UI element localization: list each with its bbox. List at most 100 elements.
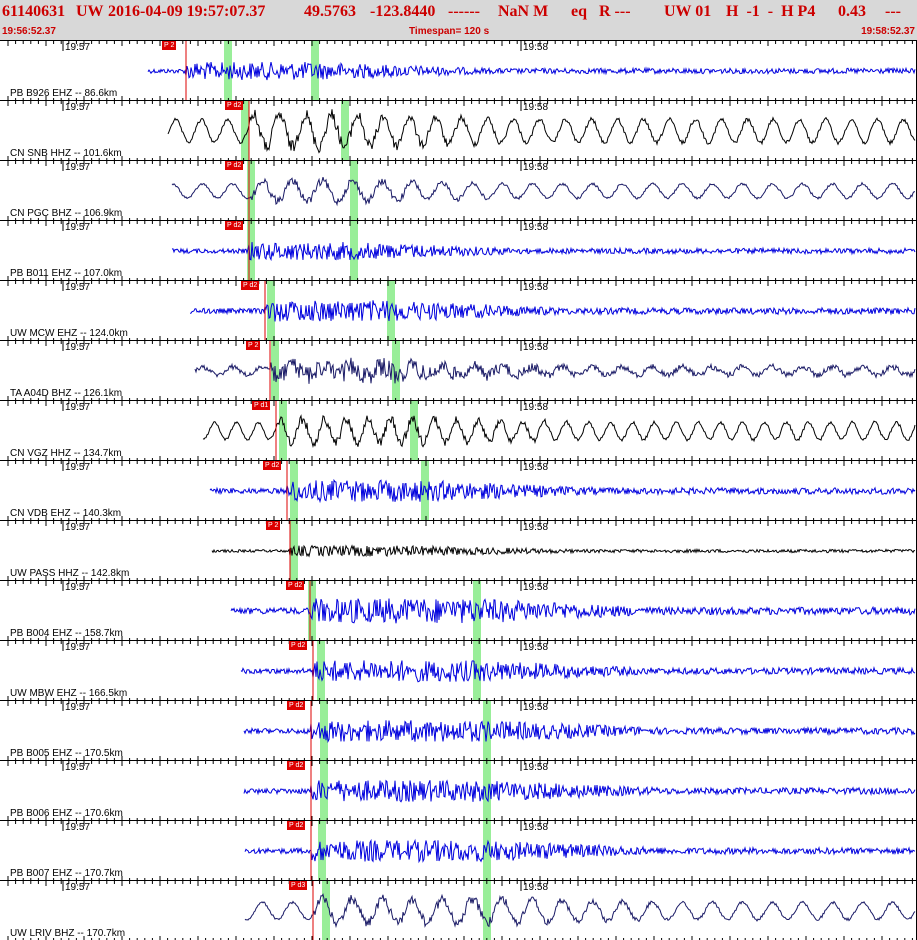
timespan-label: Timespan= 120 s bbox=[409, 26, 490, 37]
minute-label: 19:57 bbox=[65, 42, 91, 53]
minute-label: 19:58 bbox=[523, 42, 549, 53]
phase-pick-label[interactable]: P 2 bbox=[266, 521, 281, 530]
phase-pick-label[interactable]: P d2 bbox=[287, 821, 306, 830]
trace-panel[interactable]: 19:57 19:58 P 2 TA A04D BHZ -- 126.1km bbox=[0, 340, 917, 400]
phase-window-marker[interactable] bbox=[473, 581, 481, 640]
trace-canvas bbox=[7, 101, 916, 160]
phase-pick-label[interactable]: P 2 bbox=[246, 341, 261, 350]
phase-pick-label[interactable]: P d2 bbox=[241, 281, 260, 290]
minute-label: 19:58 bbox=[523, 702, 549, 713]
trace-panel[interactable]: 19:57 19:58 P d2 PB B007 EHZ -- 170.7km bbox=[0, 820, 917, 880]
phase-window-marker[interactable] bbox=[322, 881, 330, 940]
minute-label: 19:57 bbox=[65, 222, 91, 233]
trace-panel[interactable]: 19:57 19:58 P d2 PB B004 EHZ -- 158.7km bbox=[0, 580, 917, 640]
minute-label: 19:58 bbox=[523, 162, 549, 173]
minute-label: 19:57 bbox=[65, 882, 91, 893]
phase-pick-label[interactable]: P d2 bbox=[287, 701, 306, 710]
phase-pick-label[interactable]: P d2 bbox=[263, 461, 282, 470]
phase-pick-label[interactable]: P d2 bbox=[289, 641, 308, 650]
phase-pick-label[interactable]: P d2 bbox=[225, 221, 244, 230]
phase-window-marker[interactable] bbox=[483, 821, 491, 880]
phase-window-marker[interactable] bbox=[421, 461, 429, 520]
waveform-trace bbox=[171, 176, 915, 207]
trace-canvas bbox=[7, 341, 916, 400]
trace-canvas bbox=[7, 461, 916, 520]
waveform-trace bbox=[194, 357, 916, 384]
minute-label: 19:58 bbox=[523, 102, 549, 113]
trace-panel[interactable]: 19:57 19:58 P d3 UW LRIV BHZ -- 170.7km bbox=[0, 880, 917, 940]
trace-panel[interactable]: 19:57 19:58 P d2 UW MBW EHZ -- 166.5km bbox=[0, 640, 917, 700]
phase-window-marker[interactable] bbox=[341, 101, 349, 160]
phase-pick-label[interactable]: P d3 bbox=[289, 881, 308, 890]
phase-pick-label[interactable]: P d1 bbox=[252, 401, 271, 410]
phase-window-marker[interactable] bbox=[387, 281, 395, 340]
station-label: CN PGC BHZ -- 106.9km bbox=[10, 208, 123, 219]
waveform-trace bbox=[243, 779, 916, 803]
phase-pick-label[interactable]: P d2 bbox=[225, 161, 244, 170]
station-label: UW MBW EHZ -- 166.5km bbox=[10, 688, 128, 699]
trace-panel[interactable]: 19:57 19:58 P d2 CN PGC BHZ -- 106.9km bbox=[0, 160, 917, 220]
event-lon: -123.8440 bbox=[370, 3, 436, 20]
phase-window-marker[interactable] bbox=[317, 641, 325, 700]
phase-window-marker[interactable] bbox=[308, 581, 316, 640]
phase-pick-label[interactable]: P d2 bbox=[286, 581, 305, 590]
trace-panel[interactable]: 19:57 19:58 P d2 PB B005 EHZ -- 170.5km bbox=[0, 700, 917, 760]
phase-window-marker[interactable] bbox=[410, 401, 418, 460]
phase-window-marker[interactable] bbox=[320, 701, 328, 760]
station-label: PB B005 EHZ -- 170.5km bbox=[10, 748, 123, 759]
phase-window-marker[interactable] bbox=[350, 161, 358, 220]
phase-window-marker[interactable] bbox=[483, 761, 491, 820]
trace-canvas bbox=[7, 761, 916, 820]
phase-window-marker[interactable] bbox=[247, 161, 255, 220]
event-lat: 49.5763 bbox=[304, 3, 356, 20]
event-network: UW bbox=[76, 3, 104, 20]
magnitude: NaN M bbox=[498, 3, 549, 20]
waveform-trace bbox=[240, 660, 916, 683]
trace-panel[interactable]: 19:57 19:58 P d2 UW MCW EHZ -- 124.0km bbox=[0, 280, 917, 340]
trace-panel[interactable]: 19:57 19:58 P d1 CN VGZ HHZ -- 134.7km bbox=[0, 400, 917, 460]
phase-window-marker[interactable] bbox=[241, 101, 249, 160]
trace-panel[interactable]: 19:57 19:58 P d2 PB B011 EHZ -- 107.0km bbox=[0, 220, 917, 280]
minute-label: 19:58 bbox=[523, 282, 549, 293]
station-label: UW LRIV BHZ -- 170.7km bbox=[10, 928, 126, 939]
station-label: UW MCW EHZ -- 124.0km bbox=[10, 328, 128, 339]
station-label: UW PASS HHZ -- 142.8km bbox=[10, 568, 130, 579]
trace-panel[interactable]: 19:57 19:58 P d2 CN VDB EHZ -- 140.3km bbox=[0, 460, 917, 520]
phase-window-marker[interactable] bbox=[247, 221, 255, 280]
phase-window-marker[interactable] bbox=[279, 401, 287, 460]
minute-label: 19:58 bbox=[523, 642, 549, 653]
phase-pick-label[interactable]: P d2 bbox=[225, 101, 244, 110]
trace-panel[interactable]: 19:57 19:58 P d2 PB B006 EHZ -- 170.6km bbox=[0, 760, 917, 820]
trace-panel[interactable]: 19:57 19:58 P 2 PB B926 EHZ -- 86.6km bbox=[0, 40, 917, 100]
solution-flags: H -1 - H P4 bbox=[726, 3, 816, 20]
event-id: 61140631 bbox=[2, 3, 66, 20]
phase-window-marker[interactable] bbox=[290, 521, 298, 580]
trace-panel[interactable]: 19:57 19:58 P 2 UW PASS HHZ -- 142.8km bbox=[0, 520, 917, 580]
phase-window-marker[interactable] bbox=[392, 341, 400, 400]
solution-source: UW 01 bbox=[664, 3, 712, 20]
trace-canvas bbox=[7, 281, 916, 340]
station-label: PB B006 EHZ -- 170.6km bbox=[10, 808, 123, 819]
event-title-line: 61140631 UW 2016-04-09 19:57:07.37 49.57… bbox=[2, 2, 915, 22]
phase-window-marker[interactable] bbox=[483, 881, 491, 940]
minute-label: 19:58 bbox=[523, 762, 549, 773]
phase-pick-label[interactable]: P 2 bbox=[162, 41, 177, 50]
waveform-trace bbox=[211, 544, 916, 558]
phase-pick-label[interactable]: P d2 bbox=[287, 761, 306, 770]
minute-label: 19:57 bbox=[65, 282, 91, 293]
phase-window-marker[interactable] bbox=[350, 221, 358, 280]
waveform-trace bbox=[244, 838, 916, 864]
seismogram-panels: 19:57 19:58 P 2 PB B926 EHZ -- 86.6km 19:57 1… bbox=[0, 40, 917, 940]
trace-panel[interactable]: 19:57 19:58 P d2 CN SNB HHZ -- 101.6km bbox=[0, 100, 917, 160]
minute-label: 19:57 bbox=[65, 162, 91, 173]
trace-canvas bbox=[7, 581, 916, 640]
minute-label: 19:57 bbox=[65, 762, 91, 773]
trace-canvas bbox=[7, 401, 916, 460]
minute-label: 19:57 bbox=[65, 462, 91, 473]
waveform-trace bbox=[243, 720, 916, 744]
minute-label: 19:58 bbox=[523, 462, 549, 473]
origin-time: 2016-04-09 19:57:07.37 bbox=[108, 3, 266, 20]
trace-canvas bbox=[7, 41, 916, 100]
station-label: CN SNB HHZ -- 101.6km bbox=[10, 148, 122, 159]
minute-label: 19:57 bbox=[65, 642, 91, 653]
